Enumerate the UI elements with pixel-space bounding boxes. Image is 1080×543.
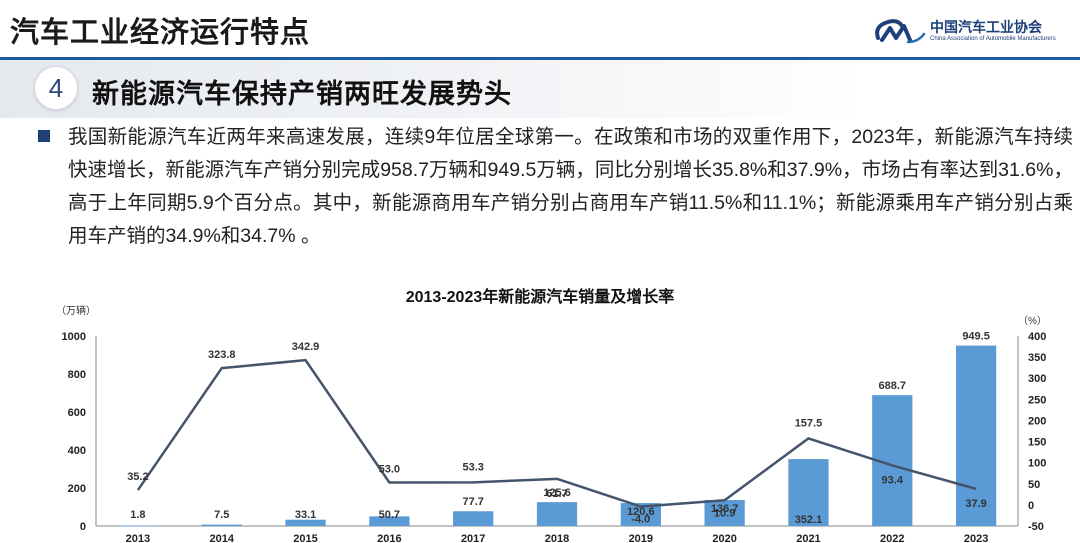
bar-value-label: 949.5 — [962, 331, 990, 343]
left-tick-label: 600 — [68, 407, 86, 419]
growth-value-label: 93.4 — [882, 474, 904, 486]
logo-text-cn: 中国汽车工业协会 — [930, 19, 1042, 35]
x-category-label: 2022 — [880, 533, 904, 543]
sales-bar — [620, 503, 661, 526]
x-axis-labels: 2013 2014 2015 2016 2017 2018 2019 2020 2021 2022… — [126, 533, 989, 543]
bar-value-label: 125.6 — [543, 487, 571, 499]
right-tick-label: 200 — [1028, 415, 1046, 427]
growth-value-labels: 35.2 323.8 342.9 53.0 53.3 61.7 -4.0 10.9 157.5 9… — [127, 341, 987, 525]
growth-value-label: 342.9 — [292, 341, 320, 353]
right-tick-label: 350 — [1028, 352, 1046, 364]
bar-value-label: 7.5 — [214, 509, 229, 521]
sales-growth-chart: 2013-2023年新能源汽车销量及增长率 （万辆） （%） 0 200 400 60… — [56, 287, 1047, 543]
bar-value-label: 120.6 — [627, 506, 655, 518]
bar-value-labels: 1.8 7.5 33.1 50.7 77.7 125.6 120.6 136.7 352.1 68… — [130, 331, 990, 527]
header-divider — [0, 57, 1080, 60]
growth-value-label: 35.2 — [127, 471, 148, 483]
growth-value-label: 53.3 — [462, 461, 483, 473]
right-tick-label: 50 — [1028, 479, 1040, 491]
growth-line-series — [136, 358, 977, 508]
x-category-label: 2020 — [712, 533, 736, 543]
bar-value-label: 33.1 — [295, 509, 316, 521]
sales-bar — [704, 500, 745, 526]
growth-line — [136, 358, 977, 508]
right-tick-label: 400 — [1028, 331, 1046, 343]
sales-bar — [788, 459, 829, 526]
section-title: 新能源汽车保持产销两旺发展势头 — [92, 79, 512, 109]
right-tick-label: 0 — [1028, 500, 1034, 512]
bar-value-label: 136.7 — [711, 503, 739, 515]
left-tick-label: 400 — [68, 445, 86, 457]
sales-bar — [369, 516, 410, 526]
x-category-label: 2013 — [126, 533, 150, 543]
body-paragraph: 我国新能源汽车近两年来高速发展，连续9年位居全球第一。在政策和市场的双重作用下，… — [68, 126, 1073, 247]
x-category-label: 2017 — [461, 533, 485, 543]
sales-bar — [453, 511, 494, 526]
growth-value-label: 323.8 — [208, 349, 236, 361]
growth-value-label: 53.0 — [379, 464, 400, 476]
sales-bar — [285, 519, 326, 526]
page-title: 汽车工业经济运行特点 — [10, 17, 311, 49]
bullet-square-icon — [38, 130, 50, 142]
bar-series — [117, 345, 997, 527]
header: 汽车工业经济运行特点 中国汽车工业协会 China Association of… — [0, 0, 1080, 60]
right-axis-ticks: -50 0 50 100 150 200 250 300 350 400 — [1028, 331, 1046, 533]
logo-text-en: China Association of Automobile Manufact… — [930, 36, 1056, 42]
section-band — [0, 60, 1080, 118]
left-axis-ticks: 0 200 400 600 800 1000 — [62, 331, 86, 533]
growth-value-label: -4.0 — [631, 514, 650, 526]
x-category-label: 2019 — [629, 533, 653, 543]
sales-bar — [955, 345, 997, 526]
left-tick-label: 1000 — [62, 331, 86, 343]
growth-value-label: 10.9 — [714, 507, 735, 519]
section-number-badge: 4 — [34, 66, 78, 110]
sales-bar — [536, 502, 578, 526]
x-category-label: 2016 — [377, 533, 401, 543]
chart-title: 2013-2023年新能源汽车销量及增长率 — [406, 287, 675, 306]
bar-value-label: 352.1 — [795, 514, 823, 526]
right-tick-label: -50 — [1028, 521, 1044, 533]
left-tick-label: 800 — [68, 369, 86, 381]
right-tick-label: 100 — [1028, 458, 1046, 470]
bar-value-label: 50.7 — [379, 509, 400, 521]
x-category-label: 2015 — [293, 533, 317, 543]
x-category-label: 2021 — [796, 533, 820, 543]
x-category-label: 2018 — [545, 533, 569, 543]
bar-value-label: 1.8 — [130, 509, 145, 521]
sales-bar — [201, 524, 242, 526]
growth-value-label: 157.5 — [795, 417, 823, 429]
left-tick-label: 0 — [80, 521, 86, 533]
sales-bar — [117, 525, 159, 527]
left-tick-label: 200 — [68, 483, 86, 495]
left-axis-unit: （万辆） — [56, 304, 96, 317]
x-category-label: 2023 — [964, 533, 988, 543]
caam-logo-icon — [875, 19, 926, 44]
right-axis-unit: （%） — [1018, 315, 1047, 327]
x-category-label: 2014 — [209, 533, 234, 543]
bar-value-label: 688.7 — [879, 380, 907, 392]
right-tick-label: 300 — [1028, 373, 1046, 385]
bar-value-label: 77.7 — [462, 496, 483, 508]
growth-value-label: 61.7 — [546, 488, 567, 500]
right-tick-label: 250 — [1028, 394, 1046, 406]
caam-logo: 中国汽车工业协会 China Association of Automobile… — [872, 14, 1072, 50]
right-tick-label: 150 — [1028, 437, 1046, 449]
growth-value-label: 37.9 — [965, 498, 986, 510]
